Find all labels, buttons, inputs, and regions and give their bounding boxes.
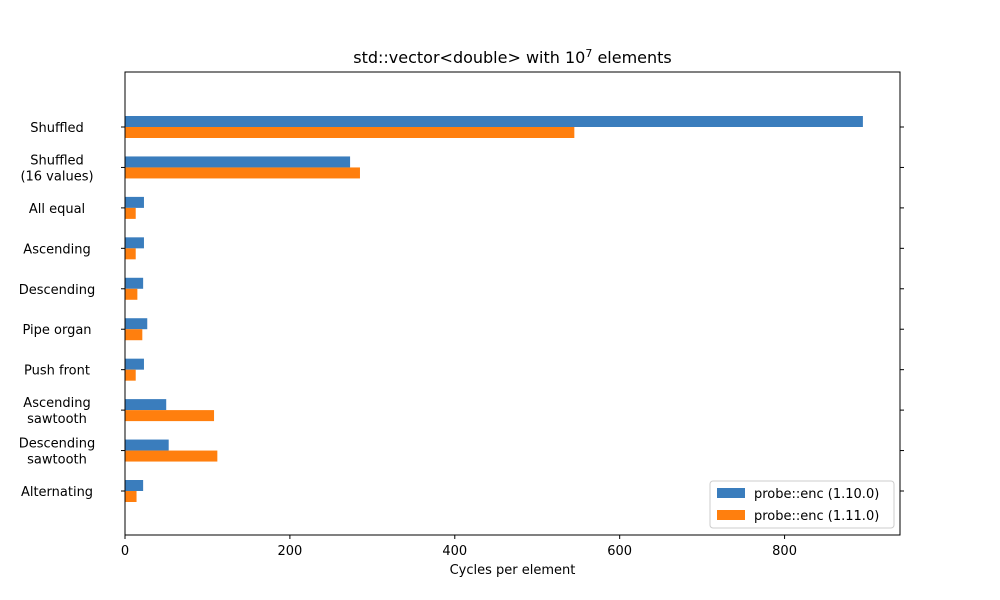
chart-title: std::vector<double> with 107 elements (353, 47, 672, 68)
y-tick-label: (16 values) (20, 169, 93, 184)
bar (125, 358, 144, 370)
y-tick-label: sawtooth (27, 453, 87, 468)
bar (125, 277, 144, 289)
bar (125, 369, 136, 381)
x-tick-label: 600 (607, 544, 632, 559)
x-tick-label: 0 (121, 544, 129, 559)
y-tick-label: Push front (24, 364, 90, 379)
bar (125, 480, 144, 491)
bar (125, 399, 167, 411)
title-suffix: elements (592, 48, 671, 67)
title-superscript: 7 (585, 47, 592, 60)
bar (125, 410, 215, 422)
bar (125, 491, 137, 502)
y-tick-label: All equal (29, 202, 85, 217)
legend-swatch (717, 510, 745, 520)
bar (125, 237, 144, 249)
y-tick-label: Alternating (21, 485, 93, 500)
bar (125, 248, 136, 260)
legend-label: probe::enc (1.11.0) (754, 509, 879, 524)
x-axis-label: Cycles per element (450, 563, 576, 578)
legend-label: probe::enc (1.10.0) (754, 487, 879, 502)
y-tick-label: Pipe organ (22, 323, 91, 338)
y-tick-label: Shuffled (30, 153, 84, 168)
bar (125, 329, 143, 341)
bar (125, 156, 351, 168)
bar (125, 116, 863, 127)
y-tick-label: Ascending (23, 242, 90, 257)
bar (125, 196, 144, 208)
bar (125, 439, 169, 451)
x-tick-label: 400 (442, 544, 467, 559)
bar (125, 450, 218, 462)
y-tick-label: Descending (19, 283, 96, 298)
title-main: std::vector<double> with 10 (353, 48, 585, 67)
x-tick-label: 800 (772, 544, 797, 559)
y-tick-label: Descending (19, 437, 96, 452)
bar (125, 167, 360, 179)
bars-layer (125, 116, 863, 502)
y-tick-label: Shuffled (30, 121, 84, 136)
plot-frame (124, 71, 901, 536)
y-tick-label: Ascending (23, 396, 90, 411)
legend-box (709, 480, 895, 529)
legend: probe::enc (1.10.0)probe::enc (1.11.0) (709, 480, 895, 529)
bar (125, 288, 138, 300)
y-tick-label: sawtooth (27, 412, 87, 427)
bar (125, 318, 148, 330)
bar (125, 207, 136, 219)
legend-swatch (717, 488, 745, 498)
x-tick-label: 200 (277, 544, 302, 559)
bar (125, 127, 575, 138)
